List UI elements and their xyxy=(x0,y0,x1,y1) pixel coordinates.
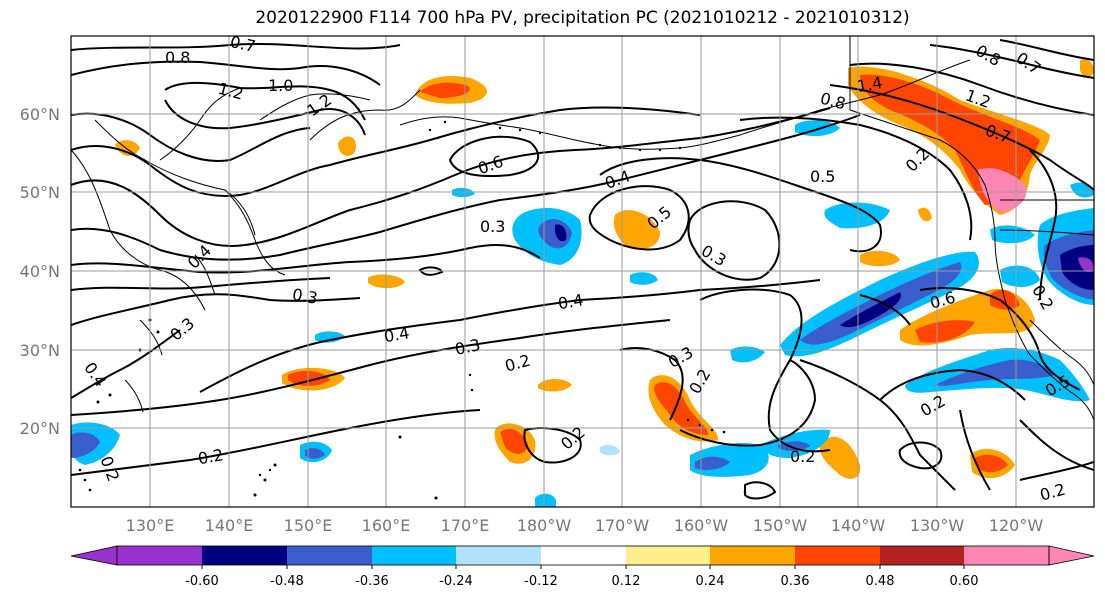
lon-label: 180°W xyxy=(517,516,572,535)
lat-label: 60°N xyxy=(20,105,60,124)
colorbar-tick-label: 0.24 xyxy=(696,574,725,589)
contour-label: 0.7 xyxy=(228,32,257,56)
colorbar xyxy=(70,545,1095,566)
lon-label: 120°W xyxy=(989,516,1044,535)
colorbar-segment xyxy=(456,546,541,565)
latitude-labels: 60°N 50°N 40°N 30°N 20°N xyxy=(20,105,60,438)
lon-label: 140°E xyxy=(205,516,254,535)
colorbar-segment xyxy=(541,546,626,565)
lon-label: 170°E xyxy=(441,516,490,535)
contour-label: 0.3 xyxy=(480,217,505,236)
contour-label: 0.8 xyxy=(165,48,190,67)
lon-label: 160°E xyxy=(362,516,411,535)
lon-label: 130°W xyxy=(910,516,965,535)
precip-positive-shading xyxy=(115,59,1094,479)
pv-contours xyxy=(71,39,1094,500)
colorbar-extend-high xyxy=(1048,545,1095,566)
lon-label: 150°E xyxy=(284,516,333,535)
colorbar-tick-label: -0.60 xyxy=(185,574,219,589)
colorbar-segment xyxy=(202,546,287,565)
colorbar-ticks xyxy=(201,565,965,569)
contour-label: 1.4 xyxy=(855,73,883,96)
lon-label: 130°E xyxy=(126,516,175,535)
colorbar-extend-low xyxy=(70,545,118,566)
colorbar-segment xyxy=(117,546,202,565)
lat-label: 40°N xyxy=(20,262,60,281)
contour-label: 0.4 xyxy=(382,323,410,346)
colorbar-tick-label: 0.48 xyxy=(866,574,895,589)
lon-label: 140°W xyxy=(831,516,886,535)
gridlines xyxy=(71,36,1094,507)
lat-label: 50°N xyxy=(20,183,60,202)
lat-label: 20°N xyxy=(20,419,60,438)
colorbar-segment xyxy=(626,546,710,565)
colorbar-tick-label: 0.12 xyxy=(612,574,641,589)
longitude-labels: 130°E 140°E 150°E 160°E 170°E 180°W 170°… xyxy=(126,516,1044,535)
colorbar-tick-label: -0.12 xyxy=(524,574,558,589)
contour-label: 0.5 xyxy=(810,167,835,186)
contour-label: 0.4 xyxy=(556,290,584,313)
colorbar-tick-label: -0.36 xyxy=(355,574,389,589)
colorbar-segment xyxy=(795,546,880,565)
colorbar-tick-label: -0.48 xyxy=(270,574,304,589)
lon-label: 170°W xyxy=(595,516,650,535)
lon-label: 160°W xyxy=(674,516,729,535)
contour-label: 0.2 xyxy=(196,445,224,468)
lon-label: 150°W xyxy=(753,516,808,535)
colorbar-segment xyxy=(372,546,456,565)
colorbar-tick-label: 0.60 xyxy=(950,574,979,589)
precip-negative-shading xyxy=(71,120,1094,507)
contour-label: 0.3 xyxy=(453,335,482,359)
colorbar-segment xyxy=(964,546,1049,565)
contour-label: 0.3 xyxy=(291,285,319,308)
map-title: 2020122900 F114 700 hPa PV, precipitatio… xyxy=(255,8,910,28)
coastlines xyxy=(71,36,1094,421)
map-border xyxy=(70,35,1095,508)
contour-label: 1.0 xyxy=(268,76,293,95)
colorbar-segment xyxy=(287,546,372,565)
colorbar-segment xyxy=(880,546,964,565)
colorbar-tick-label: -0.24 xyxy=(439,574,473,589)
colorbar-labels: -0.60 -0.48 -0.36 -0.24 -0.12 0.12 0.24 … xyxy=(185,574,978,589)
colorbar-segment xyxy=(710,546,795,565)
colorbar-tick-label: 0.36 xyxy=(781,574,810,589)
contour-label: 0.2 xyxy=(790,447,815,466)
lat-label: 30°N xyxy=(20,341,60,360)
